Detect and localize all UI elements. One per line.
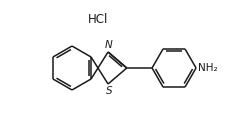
- Text: N: N: [105, 40, 112, 50]
- Text: NH₂: NH₂: [197, 63, 217, 73]
- Text: HCl: HCl: [88, 13, 108, 26]
- Text: S: S: [105, 86, 112, 96]
